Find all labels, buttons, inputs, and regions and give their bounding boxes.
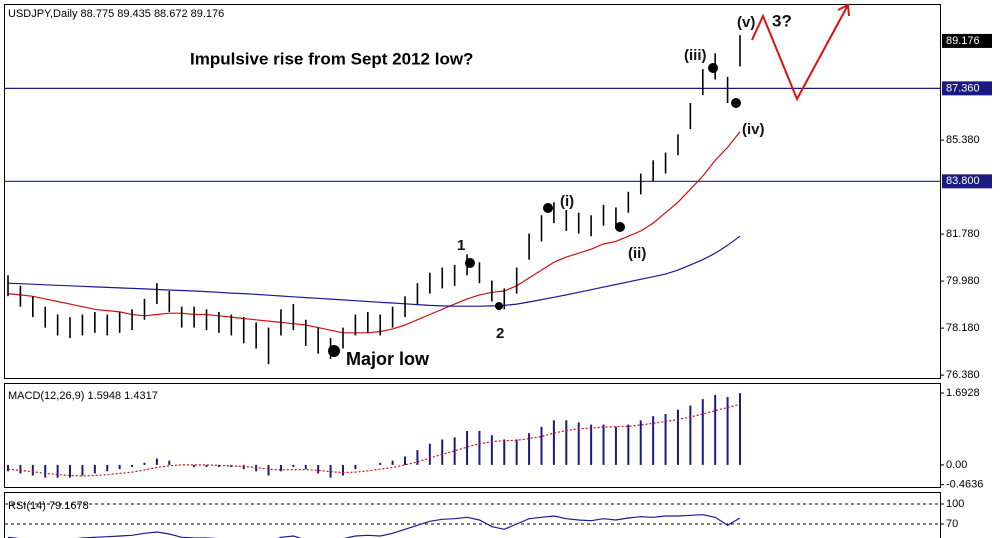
y-tick-label: 79.980 (946, 275, 980, 287)
wave-label: (v) (737, 14, 755, 31)
level-box (942, 81, 992, 96)
macd-panel (4, 383, 941, 488)
macd-signal (7, 403, 741, 477)
level-label: 87.360 (946, 82, 980, 94)
y-tick-label: -0.4636 (946, 479, 983, 491)
y-tick-label: 78.180 (946, 322, 980, 334)
wave-label: (iv) (742, 121, 765, 138)
y-tick-label: 81.780 (946, 228, 980, 240)
moving-average (7, 131, 741, 334)
wave-dot (328, 345, 340, 357)
rsi-area (5, 503, 940, 538)
wave-label: 3? (772, 11, 792, 30)
y-tick-label: 76.380 (946, 369, 980, 381)
wave-dot (495, 302, 503, 310)
chart-title: Impulsive rise from Sept 2012 low? (190, 49, 473, 68)
arrow-head (837, 3, 850, 17)
header: USDJPY,Daily 88.775 89.435 88.672 89.176 (8, 8, 224, 20)
macd-area (7, 393, 741, 478)
y-tick-label: 70 (946, 518, 958, 530)
axes: 85.380 81.780 79.980 78.180 76.380 87.360 83.8… (940, 33, 992, 530)
wave-label: (iii) (684, 47, 707, 64)
price-area (5, 35, 940, 365)
wave-label: (ii) (628, 245, 646, 262)
wave-label: 1 (457, 237, 465, 254)
annotations: 1 2 (i) (ii) (iii) (iv) (v) 3? Major low (328, 3, 850, 369)
moving-average (7, 235, 741, 307)
rsi-panel (4, 492, 941, 538)
main-panel (4, 4, 941, 379)
wave-label: 2 (496, 325, 504, 342)
price-label: 89.176 (946, 35, 980, 47)
level-box (942, 174, 992, 189)
wave-dot (708, 63, 718, 73)
price-box (942, 33, 992, 48)
rsi-header: RSI(14) 79.1678 (8, 500, 89, 512)
rsi-line (7, 514, 741, 538)
wave-label: Major low (346, 349, 430, 369)
wave-dot (465, 258, 475, 268)
wave-dot (543, 203, 553, 213)
wave-dot (731, 98, 741, 108)
y-tick-label: 85.380 (946, 134, 980, 146)
macd-header: MACD(12,26,9) 1.5948 1.4317 (8, 390, 158, 402)
wave-dot (615, 222, 625, 232)
y-tick-label: 100 (946, 498, 964, 510)
y-tick-label: 1.6928 (946, 387, 980, 399)
wave-label: (i) (560, 193, 574, 210)
y-tick-label: 0.00 (946, 459, 967, 471)
level-label: 83.800 (946, 175, 980, 187)
projection-arrow (751, 4, 849, 102)
